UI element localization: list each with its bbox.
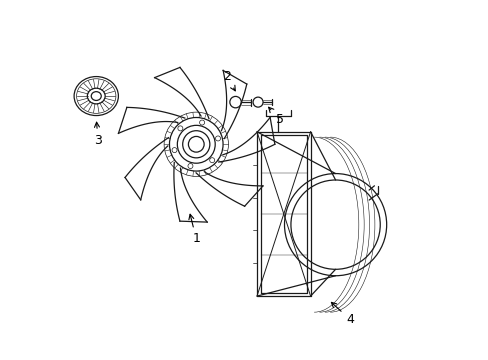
Text: 5: 5	[268, 107, 283, 126]
Text: 2: 2	[222, 70, 235, 91]
Text: 4: 4	[331, 302, 353, 326]
Text: 1: 1	[188, 214, 200, 246]
Text: 3: 3	[94, 122, 102, 147]
